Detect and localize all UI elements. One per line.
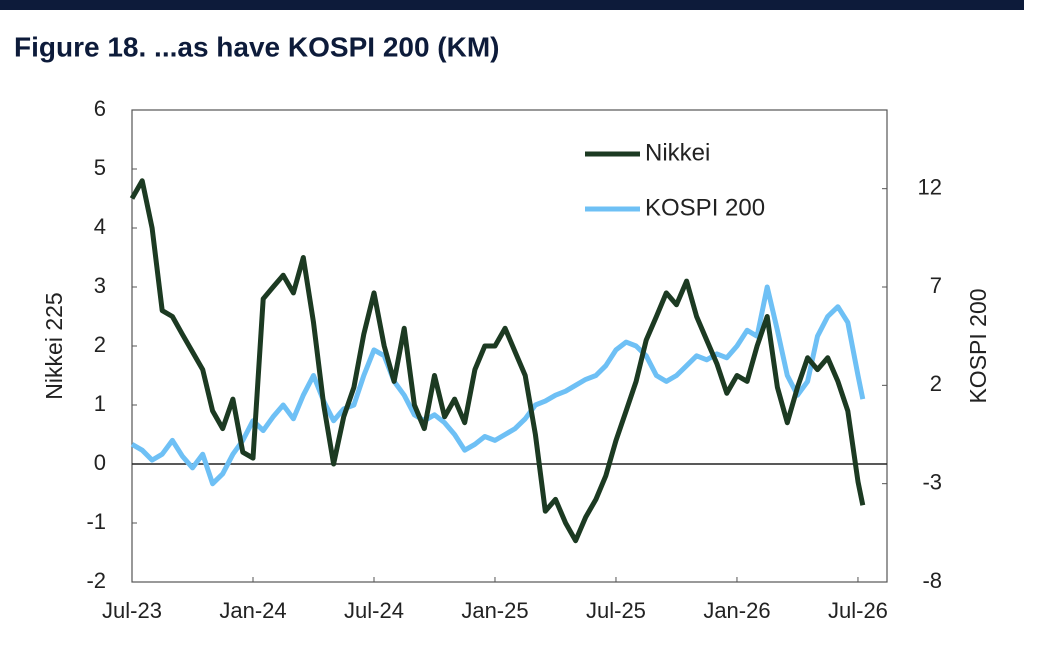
legend-label: Nikkei	[645, 139, 710, 166]
y2-tick-label: 7	[930, 273, 942, 298]
series-line	[129, 178, 866, 544]
y-tick-label: -1	[86, 509, 106, 534]
y2-tick-label: 12	[918, 174, 942, 199]
x-tick-label: Jul-24	[344, 598, 404, 623]
chart-title: Figure 18. ...as have KOSPI 200 (KM)	[14, 31, 500, 62]
header-band	[0, 0, 1024, 10]
x-tick-label: Jan-26	[703, 598, 770, 623]
x-tick-label: Jul-23	[102, 598, 162, 623]
x-tick-label: Jul-25	[586, 598, 646, 623]
legend-label: KOSPI 200	[645, 194, 765, 221]
y-tick-label: 5	[94, 155, 106, 180]
y-tick-label: 1	[94, 391, 106, 416]
y-axis-label: Nikkei 225	[41, 292, 67, 399]
y2-tick-label: -8	[922, 568, 942, 593]
y2-axis-label: KOSPI 200	[965, 288, 991, 403]
y-tick-label: 3	[94, 273, 106, 298]
y2-tick-label: 2	[930, 371, 942, 396]
x-tick-label: Jan-24	[219, 598, 286, 623]
y-tick-label: 6	[94, 96, 106, 121]
y2-tick-label: -3	[922, 469, 942, 494]
y-tick-label: 4	[94, 214, 106, 239]
y-tick-label: 0	[94, 450, 106, 475]
x-tick-label: Jul-26	[828, 598, 888, 623]
x-tick-label: Jan-25	[461, 598, 528, 623]
y-tick-label: -2	[86, 568, 106, 593]
y-tick-label: 2	[94, 332, 106, 357]
